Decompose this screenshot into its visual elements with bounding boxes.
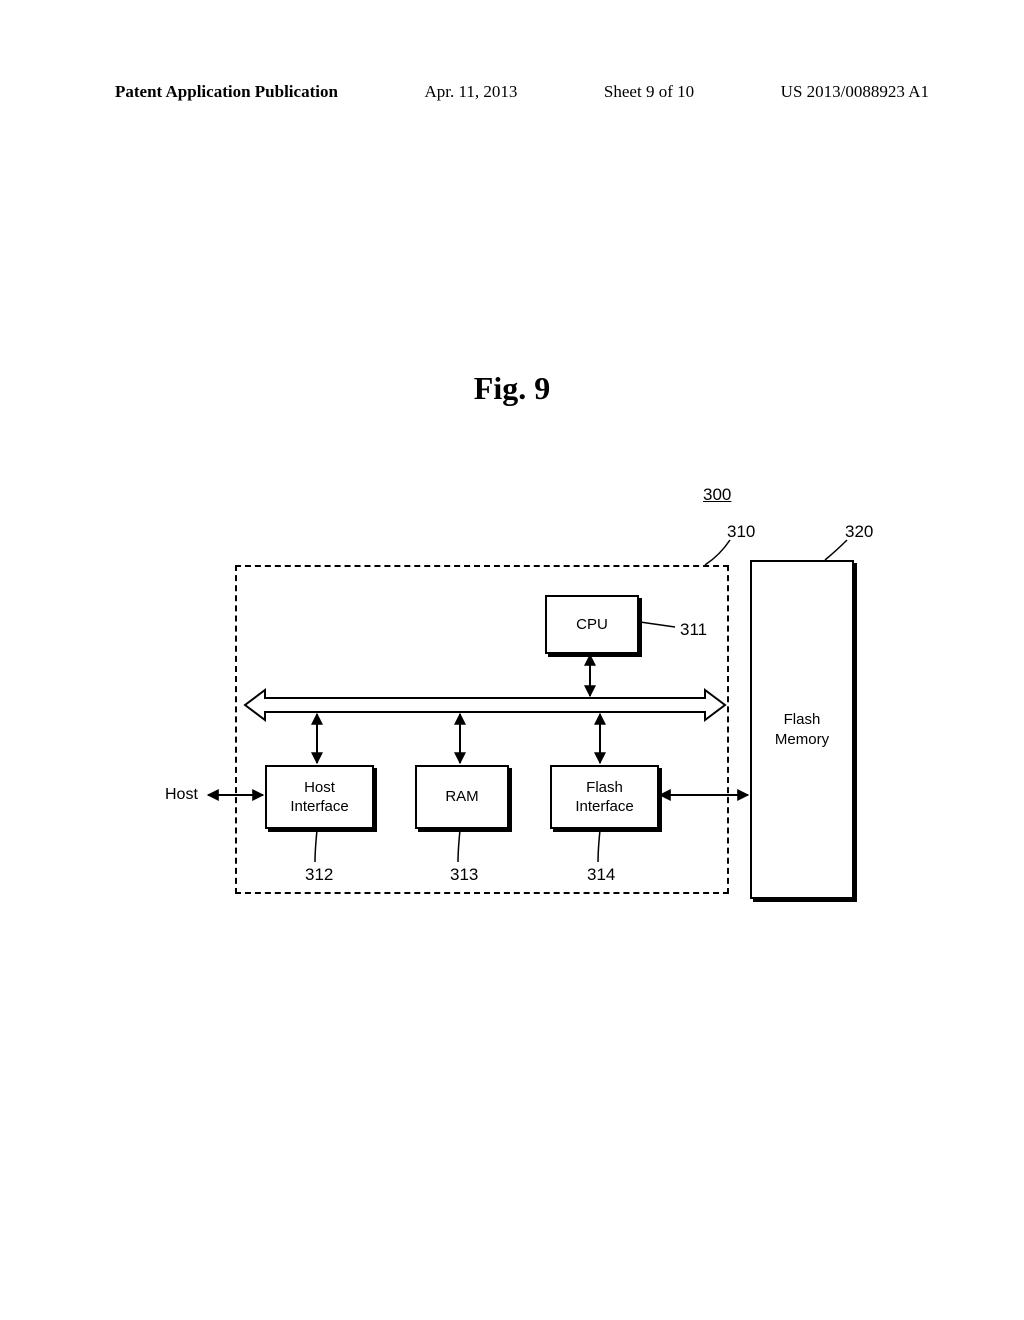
header-publication: Patent Application Publication: [115, 82, 338, 102]
host-label: Host: [165, 786, 198, 804]
block-diagram: 300 310 320 311 312 313 314 Host CPU Hos…: [175, 500, 875, 920]
figure-title: Fig. 9: [0, 370, 1024, 407]
header-sheet: Sheet 9 of 10: [604, 82, 694, 102]
flashif-label: Flash Interface: [575, 778, 633, 817]
ref-flash: 320: [845, 522, 873, 542]
flash-memory-block: Flash Memory: [750, 560, 854, 899]
ram-label: RAM: [445, 787, 478, 807]
cpu-block: CPU: [545, 595, 639, 654]
host-interface-block: Host Interface: [265, 765, 374, 829]
flash-interface-block: Flash Interface: [550, 765, 659, 829]
page-header: Patent Application Publication Apr. 11, …: [115, 82, 929, 102]
ref-system: 300: [703, 485, 731, 505]
flashmem-label: Flash Memory: [775, 710, 829, 749]
header-docnum: US 2013/0088923 A1: [781, 82, 929, 102]
controller-outline: [235, 565, 729, 894]
cpu-label: CPU: [576, 615, 608, 635]
hostif-label: Host Interface: [290, 778, 348, 817]
ram-block: RAM: [415, 765, 509, 829]
header-date: Apr. 11, 2013: [424, 82, 517, 102]
ref-controller: 310: [727, 522, 755, 542]
